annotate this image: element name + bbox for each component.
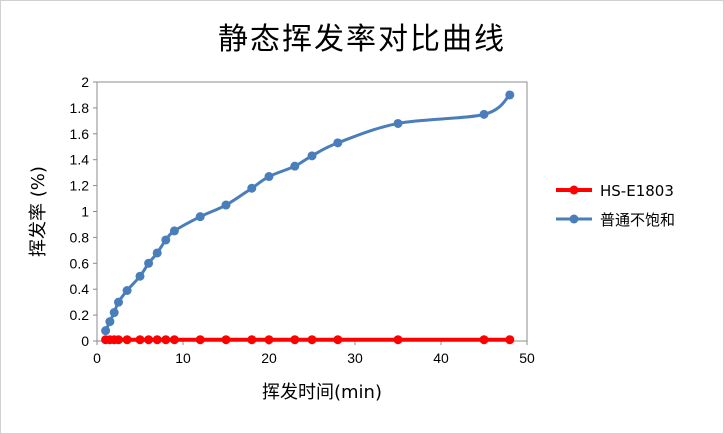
series-2-point <box>221 200 231 210</box>
series-2-point <box>169 226 179 236</box>
series-2-point <box>393 118 403 128</box>
series-2-point <box>109 308 119 318</box>
legend-marker-2 <box>569 214 579 224</box>
series-1-point <box>290 335 300 345</box>
y-tick-label: 2 <box>81 74 89 90</box>
x-axis-title: 挥发时间(min) <box>262 382 382 403</box>
series-1-point <box>169 335 179 345</box>
series-2-point <box>144 258 154 268</box>
series-1-point <box>195 335 205 345</box>
series-1-point <box>221 335 231 345</box>
x-tick-label: 50 <box>519 350 535 366</box>
legend-label-1: HS-E1803 <box>600 182 674 200</box>
series-1-point <box>114 335 123 345</box>
y-tick-label: 0.4 <box>70 281 90 297</box>
series-1-point <box>247 335 257 345</box>
x-tick-label: 40 <box>433 350 449 366</box>
series-2-point <box>105 317 115 327</box>
series-1-point <box>122 335 132 345</box>
series-1-point <box>161 335 171 345</box>
series-line-2 <box>104 93 512 333</box>
series-1-point <box>144 335 154 345</box>
legend-marker-1 <box>569 185 579 195</box>
x-tick-label: 20 <box>261 350 277 366</box>
y-tick-label: 1.4 <box>70 152 90 168</box>
x-tick-label: 30 <box>347 350 363 366</box>
series-1-point <box>479 335 489 345</box>
series-1-point <box>264 335 274 345</box>
chart-title: 静态挥发率对比曲线 <box>218 22 506 57</box>
series-2-point <box>247 183 257 193</box>
series-2-point <box>122 285 132 295</box>
y-tick-label: 1.8 <box>70 100 90 116</box>
series-1-point <box>393 335 403 345</box>
y-axis-title: 挥发率 (%) <box>28 166 49 257</box>
series-1-point <box>333 335 343 345</box>
series-2-point <box>290 161 300 171</box>
y-tick-label: 1.6 <box>70 126 90 142</box>
series-2-point <box>307 151 317 161</box>
series-2-point <box>114 297 123 307</box>
y-tick-label: 1 <box>81 204 89 220</box>
series-2-point <box>479 109 489 119</box>
series-2-point <box>152 248 162 258</box>
series-2-point <box>195 212 205 222</box>
legend-label-2: 普通不饱和 <box>600 211 675 229</box>
y-tick-label: 0 <box>81 333 89 349</box>
series-1-point <box>307 335 317 345</box>
plot-area <box>96 81 528 342</box>
series-2-point <box>161 235 171 245</box>
series-1-point <box>152 335 162 345</box>
x-tick-label: 0 <box>93 350 101 366</box>
x-tick-label: 10 <box>175 350 191 366</box>
series-1-point <box>505 335 515 345</box>
y-tick-label: 0.8 <box>70 229 90 245</box>
y-tick-label: 0.6 <box>70 255 90 271</box>
series-2-point <box>505 90 515 100</box>
series-2-point <box>333 138 343 148</box>
series-2-point <box>264 172 274 182</box>
series-2-point <box>135 271 145 281</box>
series-2-point <box>101 326 111 336</box>
series-1-point <box>135 335 145 345</box>
y-tick-label: 1.2 <box>70 178 90 194</box>
y-tick-label: 0.2 <box>70 307 90 323</box>
